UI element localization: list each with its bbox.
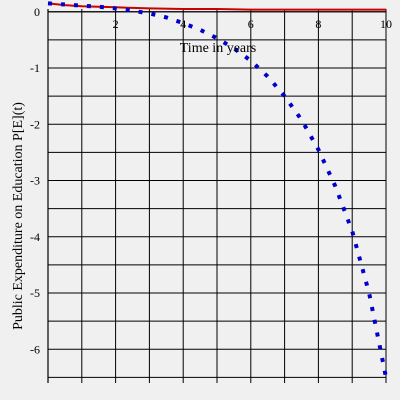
y-axis-label: Public Expenditure on Education P[E](t)	[11, 102, 26, 330]
series-line-2	[47, 1, 388, 378]
y-tick-label: -4	[30, 230, 40, 244]
y-tick-label: -3	[30, 174, 40, 188]
y-tick-label: -2	[30, 117, 40, 131]
x-tick-label: 6	[248, 17, 254, 31]
x-tick-label: 10	[380, 17, 392, 31]
x-tick-label: 2	[113, 17, 119, 31]
y-tick-label: -5	[30, 286, 40, 300]
tick-labels: 2 4 6 8 10 0 -1 -2 -3 -4 -5 -6	[30, 5, 392, 356]
series-line-1	[47, 2, 386, 11]
x-tick-label: 8	[315, 17, 321, 31]
series-lines	[47, 1, 388, 378]
y-tick-label: -6	[30, 342, 40, 356]
grid-lines	[47, 9, 387, 383]
x-tick-label: 4	[180, 17, 186, 31]
x-axis-label: Time in years	[180, 41, 256, 56]
y-tick-label: 0	[34, 5, 40, 19]
y-tick-label: -1	[30, 61, 40, 75]
